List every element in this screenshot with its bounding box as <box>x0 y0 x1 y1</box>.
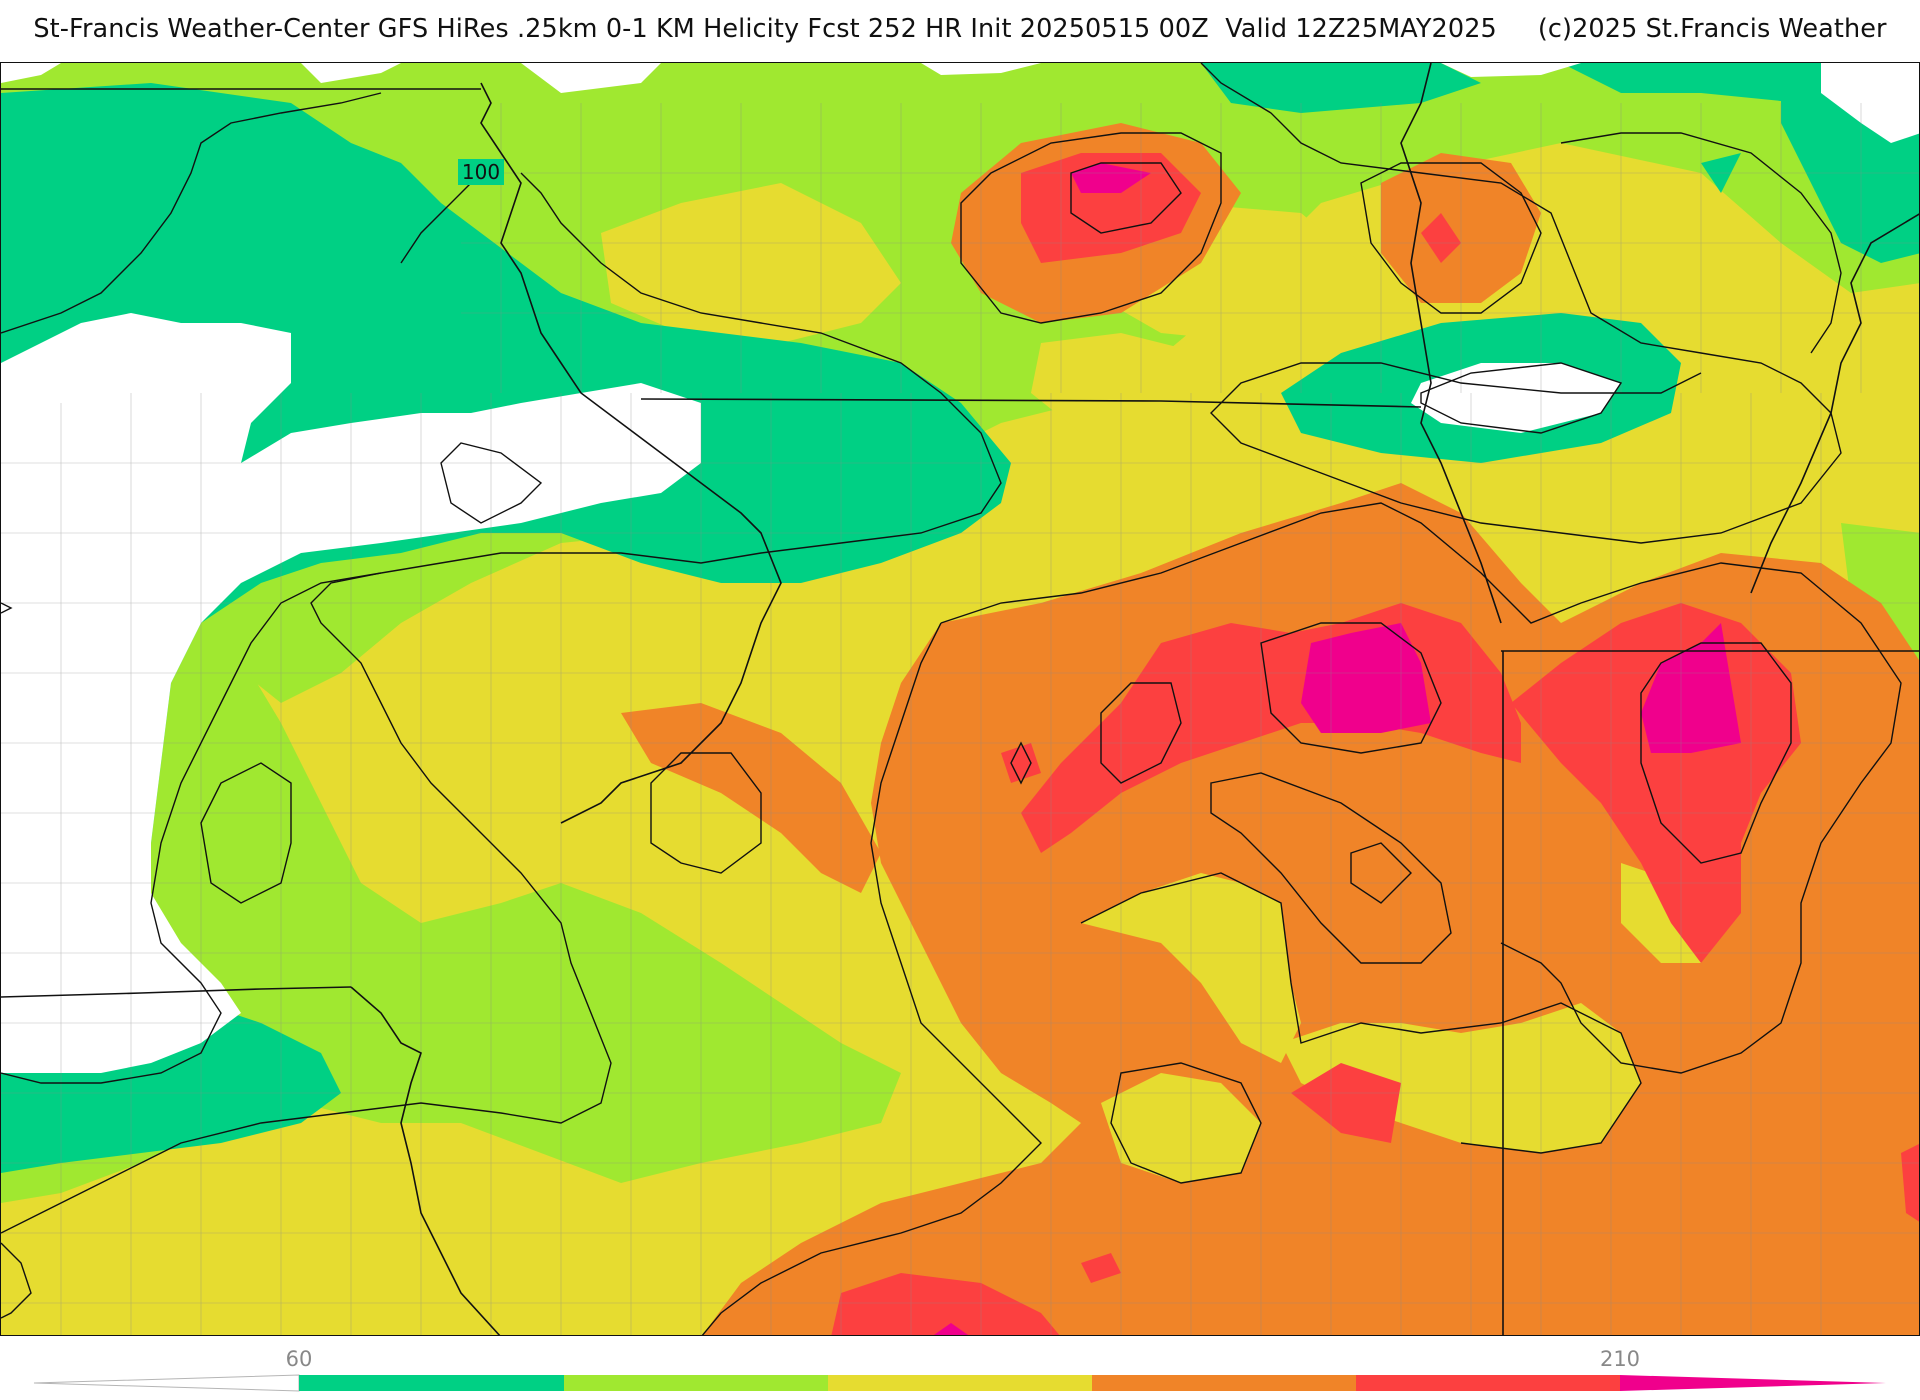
colorbar-band-120-150 <box>828 1375 1092 1391</box>
helicity-map: 100 <box>1 63 1919 1335</box>
colorbar-band-60-90 <box>299 1375 564 1391</box>
county-borders <box>1 103 1919 1335</box>
band-magenta <box>933 163 1741 1335</box>
state-borders <box>1 63 1919 1335</box>
contour-label-bg <box>458 159 504 185</box>
colorbar <box>33 1374 1886 1392</box>
colorbar-band-180-210 <box>1356 1375 1620 1391</box>
colorbar-tick-60: 60 <box>285 1347 313 1371</box>
colorbar-low-extension <box>33 1374 300 1392</box>
colorbar-band-150-180 <box>1092 1375 1356 1391</box>
contour-label: 100 <box>462 160 500 184</box>
colorbar-high-extension <box>1620 1375 1886 1391</box>
colorbar-tick-210: 210 <box>1599 1347 1641 1371</box>
map-title: St-Francis Weather-Center GFS HiRes .25k… <box>33 14 1887 44</box>
colorbar-band-90-120 <box>564 1375 828 1391</box>
map-panel: 100 <box>0 62 1920 1336</box>
